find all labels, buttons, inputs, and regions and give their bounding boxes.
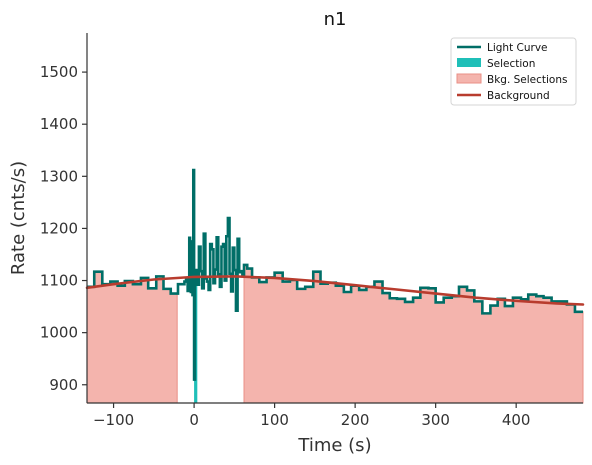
x-tick-label: 300: [421, 411, 450, 429]
y-tick-label: 900: [49, 376, 78, 394]
legend-label: Background: [487, 90, 550, 102]
legend-label: Light Curve: [487, 42, 548, 54]
bkg-selection-region-1: [86, 271, 178, 404]
axes: −100 0 100 200 300 400 900 1000 1100 1200 1300 1400…: [40, 33, 583, 429]
x-tick-label: 400: [502, 411, 531, 429]
y-tick-label: 1200: [40, 219, 78, 237]
y-tick-label: 1500: [40, 63, 78, 81]
legend-swatch: [456, 73, 482, 84]
y-tick-label: 1400: [40, 115, 78, 133]
legend-label: Bkg. Selections: [487, 74, 567, 86]
y-tick-label: 1300: [40, 167, 78, 185]
chart-title: n1: [324, 9, 347, 30]
x-tick-label: 100: [260, 411, 289, 429]
legend: Light Curve Selection Bkg. Selections Backg…: [450, 37, 577, 106]
y-tick-label: 1100: [40, 272, 78, 290]
legend-label: Selection: [487, 58, 535, 70]
x-axis-label: Time (s): [297, 435, 371, 456]
x-tick-label: 200: [341, 411, 370, 429]
legend-swatch: [457, 58, 481, 67]
plot-area: [85, 168, 585, 404]
y-axis-label: Rate (cnts/s): [8, 161, 29, 275]
y-tick-label: 1000: [40, 324, 78, 342]
background-model-line: [85, 275, 585, 306]
x-tick-label: 0: [189, 411, 199, 429]
x-tick-label: −100: [93, 411, 134, 429]
light-curve-line: [87, 168, 583, 381]
legend-box: [450, 37, 577, 106]
bkg-selection-region-2: [243, 264, 584, 404]
